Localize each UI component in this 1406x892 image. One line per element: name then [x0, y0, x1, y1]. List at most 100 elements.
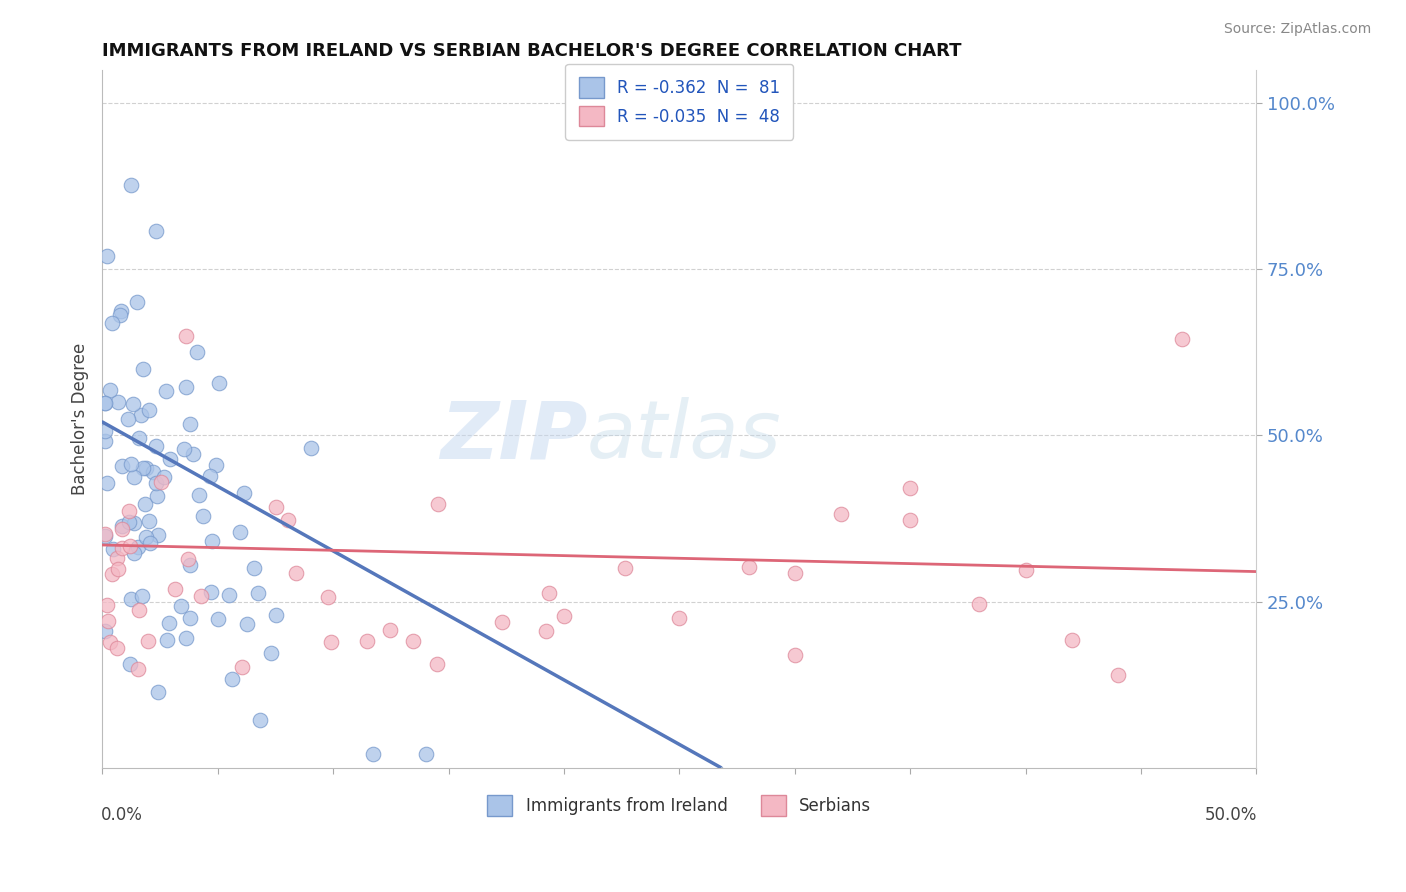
Point: [107, 562, 129, 576]
Point: [898, 482, 921, 496]
Point: [402, 634, 425, 648]
Point: [96, 249, 118, 263]
Point: [668, 611, 690, 625]
Point: [152, 470, 174, 484]
Point: [107, 394, 129, 409]
Point: [127, 540, 149, 554]
Point: [380, 623, 402, 637]
Text: Source: ZipAtlas.com: Source: ZipAtlas.com: [1223, 22, 1371, 37]
Point: [98, 383, 121, 397]
Point: [124, 469, 146, 483]
Point: [120, 457, 142, 471]
Point: [200, 585, 222, 599]
Legend: Immigrants from Ireland, Serbians: Immigrants from Ireland, Serbians: [481, 789, 879, 822]
Point: [135, 530, 157, 544]
Point: [132, 362, 155, 376]
Point: [101, 541, 124, 556]
Point: [190, 589, 212, 603]
Point: [145, 476, 167, 491]
Point: [1060, 633, 1083, 648]
Point: [122, 546, 145, 560]
Point: [264, 608, 287, 623]
Point: [207, 611, 229, 625]
Text: atlas: atlas: [588, 397, 782, 475]
Point: [136, 634, 159, 648]
Point: [193, 509, 215, 524]
Point: [97, 615, 120, 629]
Point: [138, 403, 160, 417]
Point: [111, 458, 134, 473]
Point: [426, 657, 449, 672]
Point: [142, 466, 165, 480]
Point: [174, 631, 197, 645]
Text: 0.0%: 0.0%: [101, 806, 143, 824]
Point: [221, 672, 243, 686]
Point: [131, 589, 153, 603]
Point: [120, 657, 142, 671]
Point: [120, 591, 142, 606]
Point: [124, 516, 146, 530]
Point: [534, 624, 557, 639]
Point: [231, 660, 253, 674]
Point: [111, 522, 134, 536]
Point: [361, 747, 384, 762]
Point: [233, 486, 256, 500]
Text: 50.0%: 50.0%: [1205, 806, 1257, 824]
Point: [181, 447, 204, 461]
Point: [101, 316, 124, 330]
Point: [969, 597, 991, 611]
Point: [415, 747, 437, 762]
Point: [1171, 332, 1194, 346]
Point: [117, 412, 139, 426]
Point: [229, 524, 252, 539]
Point: [94, 624, 117, 638]
Point: [830, 507, 852, 521]
Point: [783, 648, 806, 662]
Point: [110, 541, 132, 555]
Point: [170, 599, 193, 613]
Point: [426, 497, 449, 511]
Point: [146, 527, 169, 541]
Point: [553, 609, 575, 624]
Point: [188, 488, 211, 502]
Point: [157, 615, 180, 630]
Point: [285, 566, 308, 581]
Point: [277, 513, 299, 527]
Point: [150, 475, 173, 489]
Point: [155, 384, 177, 398]
Point: [128, 603, 150, 617]
Point: [205, 458, 228, 472]
Point: [1107, 667, 1129, 681]
Point: [186, 344, 208, 359]
Point: [200, 469, 222, 483]
Point: [111, 519, 134, 533]
Point: [614, 560, 637, 574]
Point: [120, 539, 142, 553]
Point: [319, 635, 342, 649]
Point: [235, 616, 257, 631]
Y-axis label: Bachelor's Degree: Bachelor's Degree: [72, 343, 89, 495]
Point: [179, 558, 201, 573]
Point: [94, 529, 117, 543]
Point: [96, 476, 118, 491]
Point: [145, 489, 167, 503]
Point: [898, 513, 921, 527]
Point: [105, 551, 128, 566]
Point: [93, 424, 115, 438]
Point: [139, 536, 162, 550]
Point: [179, 417, 201, 431]
Point: [128, 431, 150, 445]
Point: [118, 503, 141, 517]
Point: [98, 635, 121, 649]
Point: [176, 328, 198, 343]
Point: [491, 615, 513, 630]
Point: [132, 461, 155, 475]
Point: [110, 304, 132, 318]
Point: [783, 566, 806, 581]
Point: [159, 452, 181, 467]
Point: [138, 514, 160, 528]
Point: [201, 534, 224, 549]
Point: [260, 646, 283, 660]
Point: [93, 527, 115, 541]
Point: [145, 224, 167, 238]
